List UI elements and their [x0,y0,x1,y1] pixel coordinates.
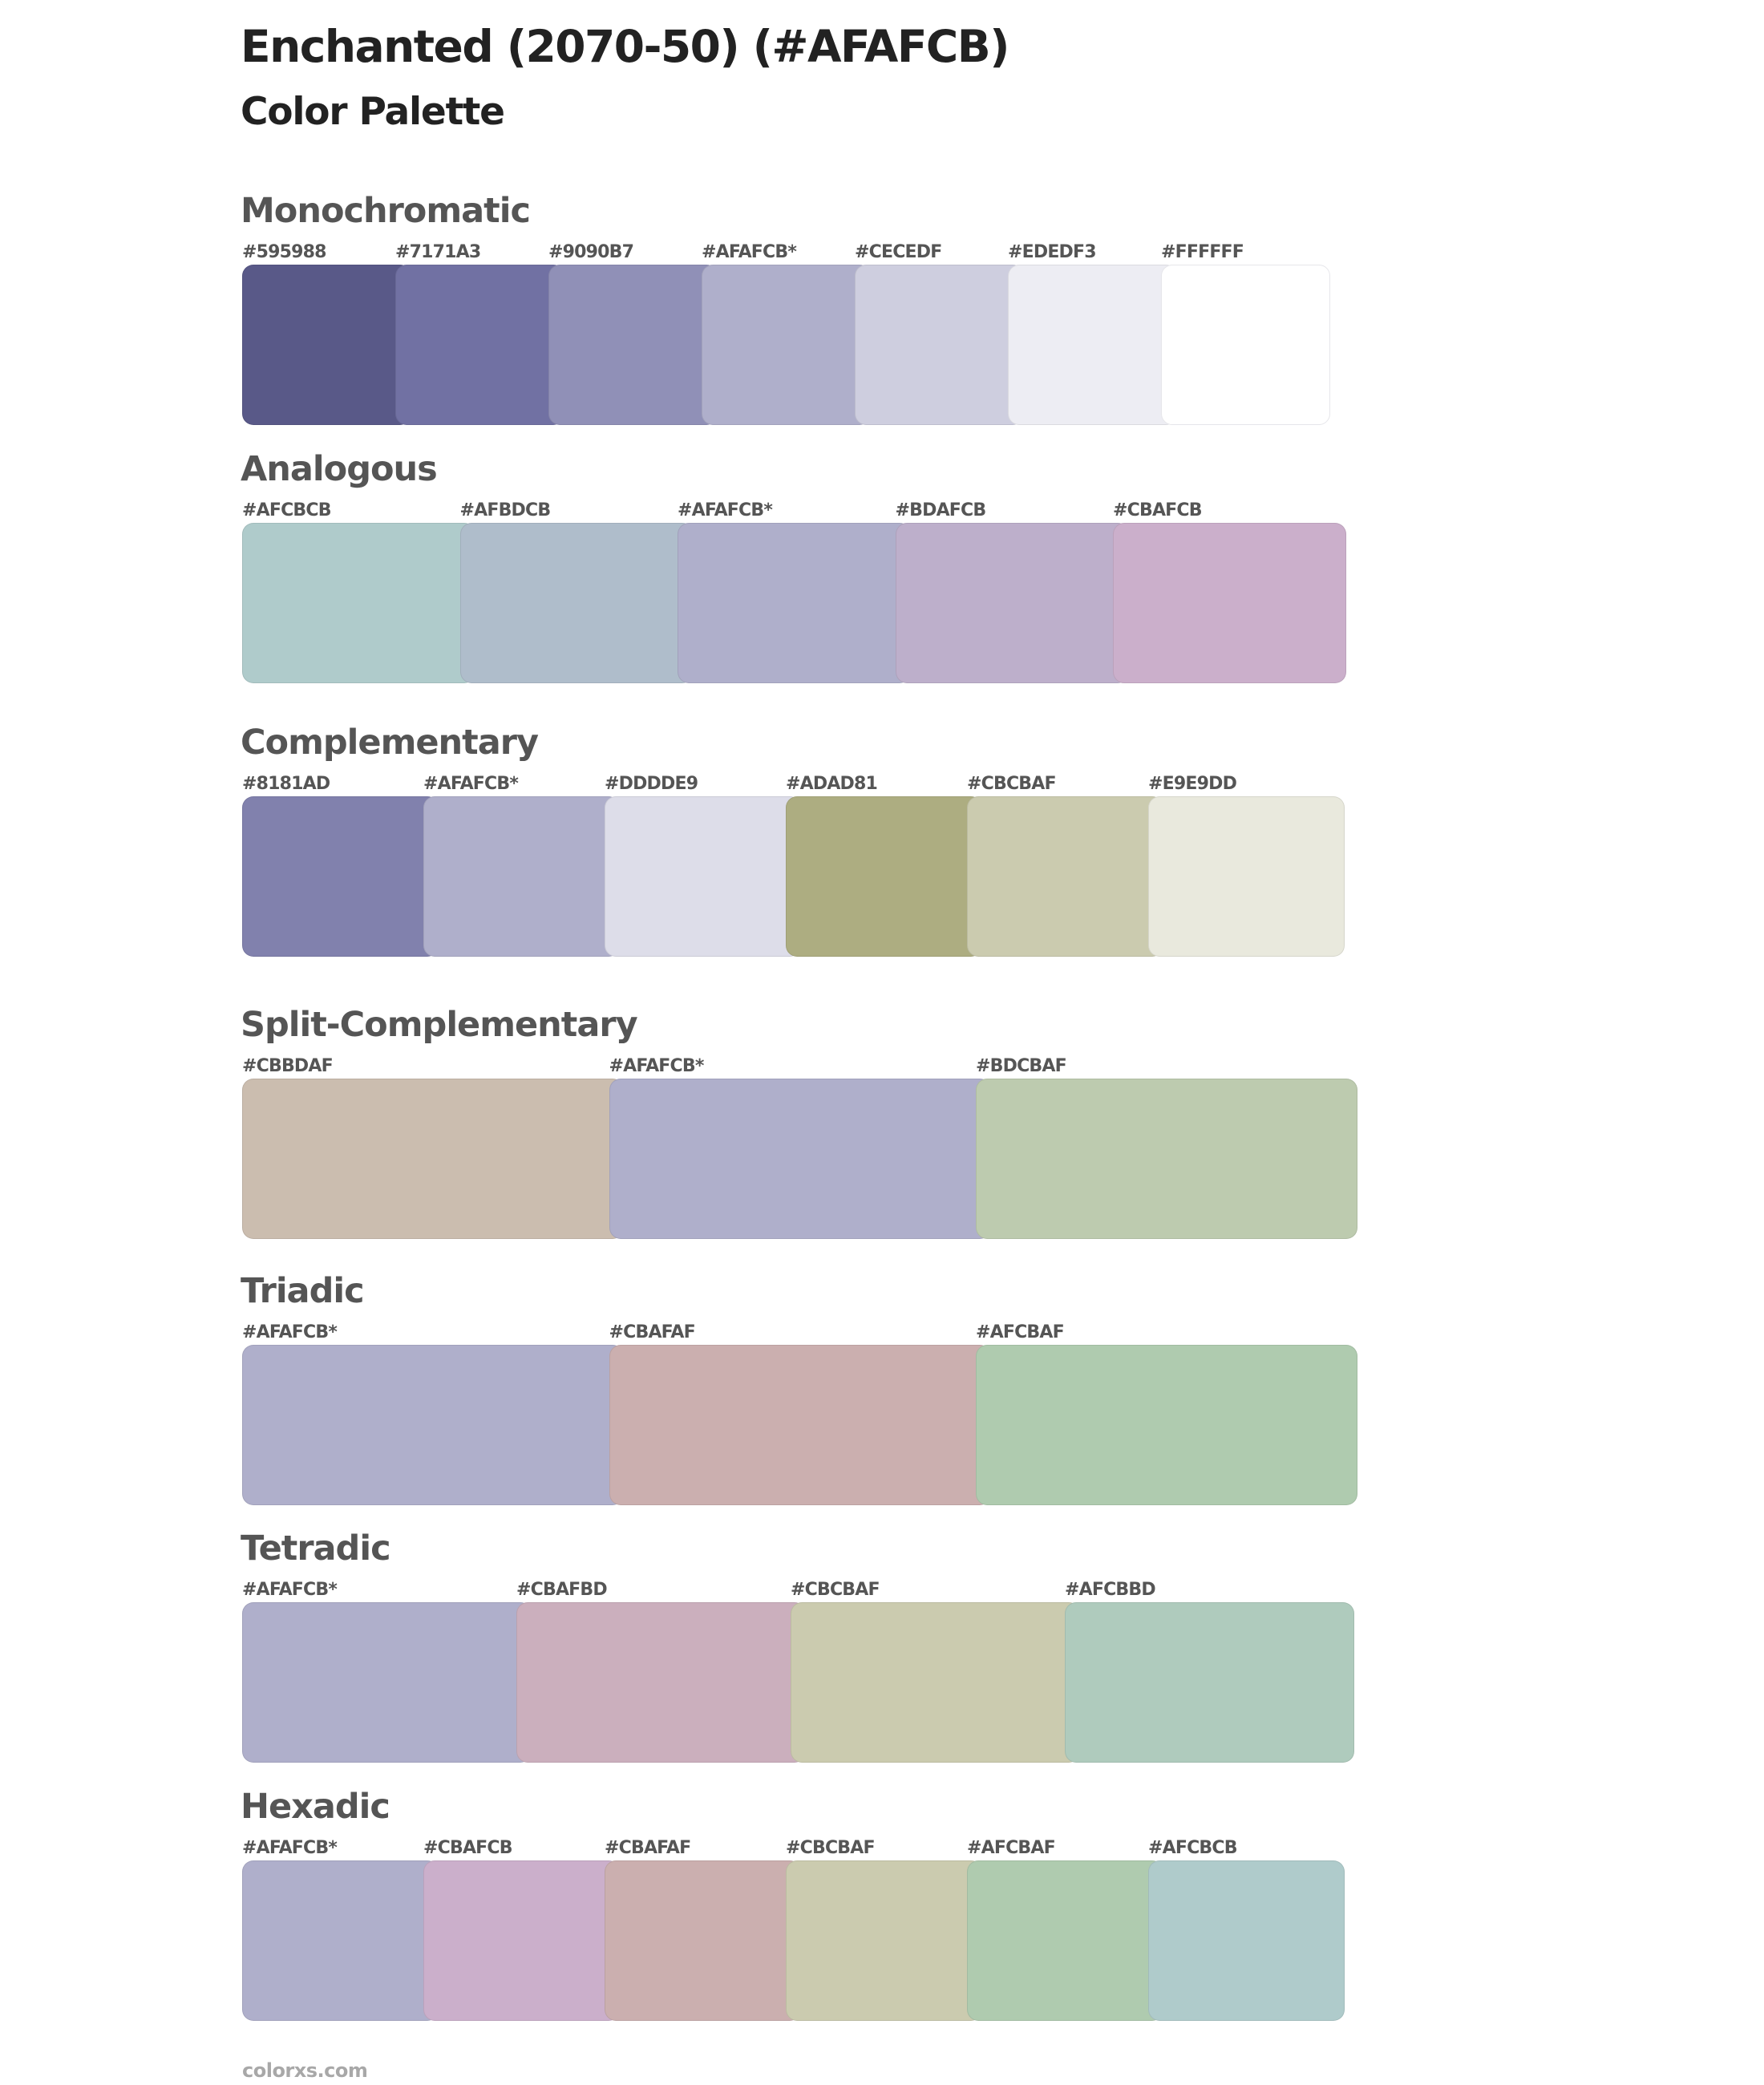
color-swatch-triadic[interactable] [976,1345,1357,1505]
swatch-label: #AFBDCB [459,500,552,520]
color-swatch-monochromatic[interactable] [242,265,411,425]
section-heading-complementary: Complementary [241,723,539,763]
color-swatch-split-complementary[interactable] [609,1079,991,1239]
swatch-label: #AFAFCB* [242,1838,338,1858]
section-heading-analogous: Analogous [241,449,438,489]
swatch-label: #AFAFCB* [609,1056,705,1076]
color-swatch-complementary[interactable] [423,796,620,957]
color-swatch-analogous[interactable] [242,523,475,683]
color-swatch-complementary[interactable] [967,796,1163,957]
swatch-label: #EDEDF3 [1008,242,1097,262]
color-swatch-monochromatic[interactable] [702,265,871,425]
color-swatch-complementary[interactable] [1148,796,1345,957]
swatch-label: #CBCBAF [791,1580,880,1600]
color-swatch-analogous[interactable] [895,523,1129,683]
swatch-label: #7171A3 [395,242,481,262]
color-swatch-complementary[interactable] [786,796,982,957]
color-swatch-complementary[interactable] [605,796,801,957]
color-swatch-hexadic[interactable] [605,1860,801,2021]
color-swatch-analogous[interactable] [678,523,911,683]
swatch-label: #CBBDAF [242,1056,334,1076]
color-swatch-monochromatic[interactable] [1008,265,1177,425]
color-swatch-tetradic[interactable] [516,1602,806,1763]
site-credit[interactable]: colorxs.com [242,2059,368,2082]
section-heading-split-complementary: Split-Complementary [241,1005,638,1045]
color-swatch-monochromatic[interactable] [1161,265,1330,425]
swatch-label: #CBCBAF [786,1838,876,1858]
color-swatch-monochromatic[interactable] [548,265,718,425]
page-title: Enchanted (2070-50) (#AFAFCB) [241,21,1009,72]
swatch-label: #CBAFBD [516,1580,608,1600]
swatch-label: #AFAFCB* [678,500,773,520]
swatch-label: #AFAFCB* [242,1580,338,1600]
color-swatch-monochromatic[interactable] [855,265,1024,425]
swatch-label: #AFCBBD [1065,1580,1156,1600]
swatch-label: #AFAFCB* [423,774,519,794]
color-swatch-triadic[interactable] [242,1345,624,1505]
color-swatch-hexadic[interactable] [423,1860,620,2021]
color-swatch-triadic[interactable] [609,1345,991,1505]
swatch-label: #E9E9DD [1148,774,1237,794]
swatch-label: #CECEDF [855,242,942,262]
page-subtitle: Color Palette [241,90,505,134]
swatch-label: #AFCBCB [1148,1838,1238,1858]
color-swatch-hexadic[interactable] [242,1860,439,2021]
swatch-label: #FFFFFF [1161,242,1244,262]
swatch-label: #AFAFCB* [242,1322,338,1342]
color-swatch-analogous[interactable] [459,523,694,683]
swatch-label: #CBAFAF [609,1322,696,1342]
swatch-label: #AFCBCB [242,500,332,520]
color-swatch-complementary[interactable] [242,796,439,957]
swatch-label: #BDCBAF [976,1056,1067,1076]
section-heading-triadic: Triadic [241,1271,365,1311]
section-heading-monochromatic: Monochromatic [241,191,531,231]
color-swatch-tetradic[interactable] [1065,1602,1354,1763]
color-swatch-hexadic[interactable] [786,1860,982,2021]
swatch-label: #BDAFCB [895,500,987,520]
color-swatch-hexadic[interactable] [1148,1860,1345,2021]
section-heading-tetradic: Tetradic [241,1528,391,1569]
color-swatch-split-complementary[interactable] [242,1079,624,1239]
swatch-label: #DDDDE9 [605,774,698,794]
swatch-label: #CBAFAF [605,1838,691,1858]
swatch-label: #9090B7 [548,242,634,262]
color-swatch-hexadic[interactable] [967,1860,1163,2021]
color-swatch-split-complementary[interactable] [976,1079,1357,1239]
color-swatch-analogous[interactable] [1113,523,1346,683]
swatch-label: #AFAFCB* [702,242,797,262]
swatch-label: #AFCBAF [976,1322,1065,1342]
swatch-label: #8181AD [242,774,330,794]
swatch-label: #CBAFCB [423,1838,513,1858]
swatch-label: #595988 [242,242,326,262]
swatch-label: #CBCBAF [967,774,1057,794]
color-swatch-monochromatic[interactable] [395,265,564,425]
swatch-label: #AFCBAF [967,1838,1056,1858]
section-heading-hexadic: Hexadic [241,1787,390,1827]
swatch-label: #CBAFCB [1113,500,1203,520]
color-swatch-tetradic[interactable] [242,1602,532,1763]
color-swatch-tetradic[interactable] [791,1602,1080,1763]
swatch-label: #ADAD81 [786,774,878,794]
